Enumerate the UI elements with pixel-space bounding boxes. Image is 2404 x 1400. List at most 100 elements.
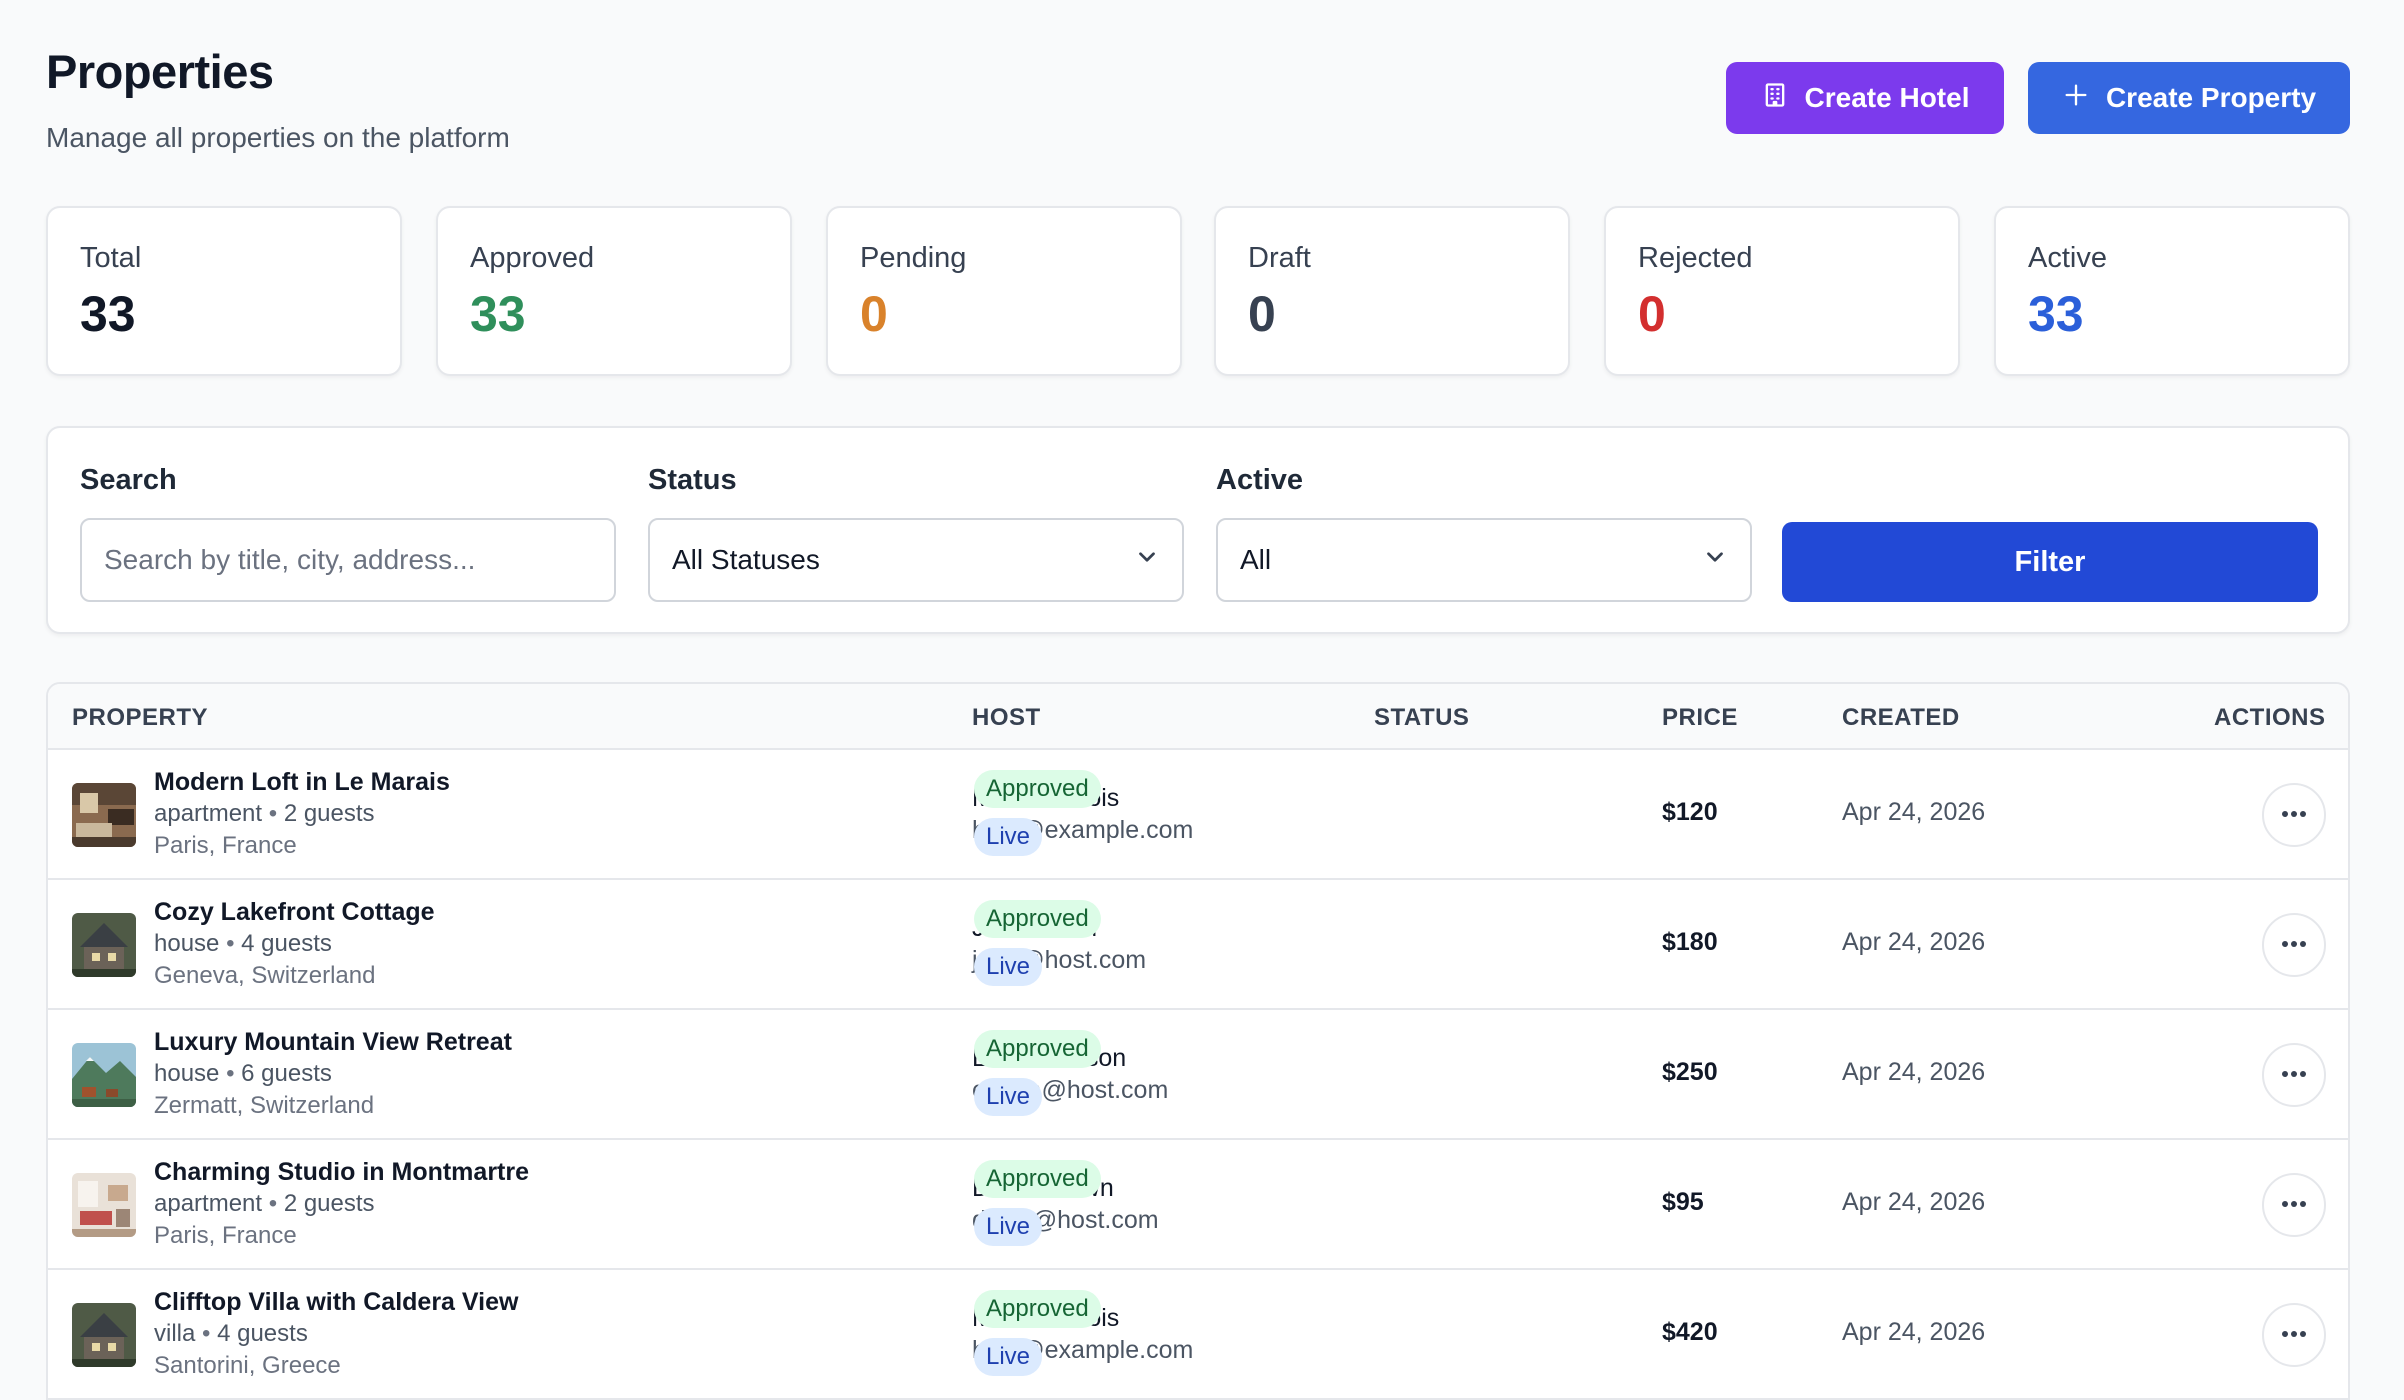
- stat-label: Pending: [860, 242, 967, 274]
- property-guests: 2 guests: [283, 800, 375, 827]
- property-thumbnail: [72, 1303, 136, 1367]
- property-title[interactable]: Cozy Lakefront Cottage: [154, 898, 435, 926]
- table-row[interactable]: Cozy Lakefront Cottage house • 4 guests …: [48, 880, 2348, 1010]
- separator-dot: •: [226, 930, 242, 957]
- live-badge: Live: [974, 1208, 1043, 1246]
- page-subtitle: Manage all properties on the platform: [46, 122, 510, 153]
- stat-value: 0: [860, 286, 888, 342]
- property-price: $95: [1662, 1188, 1704, 1216]
- status-badge: Approved: [974, 1030, 1101, 1068]
- stat-label: Active: [2028, 242, 2107, 274]
- plus-icon: [2062, 81, 2090, 116]
- stat-value: 33: [470, 286, 526, 342]
- page-title: Properties: [46, 45, 274, 98]
- chevron-down-icon: [1702, 544, 1728, 577]
- property-price: $420: [1662, 1318, 1718, 1346]
- row-actions-button[interactable]: [2262, 1303, 2326, 1367]
- status-select[interactable]: All Statuses: [648, 518, 1184, 602]
- property-title[interactable]: Modern Loft in Le Marais: [154, 768, 450, 796]
- property-thumbnail: [72, 913, 136, 977]
- stat-label: Draft: [1248, 242, 1311, 274]
- stat-value: 0: [1248, 286, 1276, 342]
- create-property-label: Create Property: [2105, 82, 2317, 113]
- property-location: Zermatt, Switzerland: [154, 1092, 375, 1119]
- row-actions-button[interactable]: [2262, 783, 2326, 847]
- property-type: apartment: [154, 800, 263, 827]
- stat-card-total: Total 33: [46, 206, 402, 376]
- create-hotel-button[interactable]: Create Hotel: [1726, 62, 2004, 134]
- row-actions-button[interactable]: [2262, 1043, 2326, 1107]
- active-select[interactable]: All: [1216, 518, 1752, 602]
- more-horizontal-icon: [2279, 1066, 2309, 1084]
- search-label: Search: [80, 464, 177, 496]
- table-header: PROPERTY HOST STATUS PRICE CREATED ACTIO…: [48, 684, 2348, 750]
- page-header: Properties Manage all properties on the …: [46, 44, 2350, 164]
- created-date: Apr 24, 2026: [1842, 798, 1986, 826]
- active-select-value: All: [1240, 544, 1272, 575]
- property-price: $120: [1662, 798, 1718, 826]
- status-badge: Approved: [974, 900, 1101, 938]
- live-badge: Live: [974, 948, 1043, 986]
- live-badge: Live: [974, 1338, 1043, 1376]
- stat-label: Rejected: [1638, 242, 1753, 274]
- status-select-value: All Statuses: [672, 544, 820, 575]
- separator-dot: •: [226, 1060, 242, 1087]
- create-hotel-label: Create Hotel: [1804, 82, 1970, 113]
- stat-label: Approved: [470, 242, 595, 274]
- property-location: Paris, France: [154, 1222, 297, 1249]
- more-horizontal-icon: [2279, 1196, 2309, 1214]
- created-date: Apr 24, 2026: [1842, 928, 1986, 956]
- live-badge: Live: [974, 818, 1043, 856]
- filter-panel: Search Status All Statuses Active All Fi…: [46, 426, 2350, 634]
- table-row[interactable]: Luxury Mountain View Retreat house • 6 g…: [48, 1010, 2348, 1140]
- property-guests: 6 guests: [241, 1060, 332, 1087]
- search-input[interactable]: [80, 518, 616, 602]
- table-row[interactable]: Charming Studio in Montmartre apartment …: [48, 1140, 2348, 1270]
- stat-value: 33: [2028, 286, 2084, 342]
- property-type: house: [154, 930, 220, 957]
- row-actions-button[interactable]: [2262, 913, 2326, 977]
- property-thumbnail: [72, 783, 136, 847]
- property-location: Paris, France: [154, 832, 297, 859]
- stat-card-approved: Approved 33: [436, 206, 792, 376]
- filter-button[interactable]: Filter: [1782, 522, 2318, 602]
- property-meta: house • 6 guests: [154, 1060, 332, 1088]
- column-header-price: PRICE: [1662, 704, 1738, 731]
- property-location: Santorini, Greece: [154, 1352, 341, 1379]
- create-property-button[interactable]: Create Property: [2028, 62, 2350, 134]
- property-title[interactable]: Clifftop Villa with Caldera View: [154, 1288, 519, 1316]
- stat-value: 33: [80, 286, 136, 342]
- property-meta: apartment • 2 guests: [154, 1190, 375, 1218]
- row-actions-button[interactable]: [2262, 1173, 2326, 1237]
- stat-card-rejected: Rejected 0: [1604, 206, 1960, 376]
- property-thumbnail: [72, 1043, 136, 1107]
- column-header-actions: ACTIONS: [2214, 704, 2326, 731]
- property-type: villa: [154, 1320, 196, 1347]
- created-date: Apr 24, 2026: [1842, 1188, 1986, 1216]
- more-horizontal-icon: [2279, 936, 2309, 954]
- separator-dot: •: [268, 800, 284, 827]
- property-price: $250: [1662, 1058, 1718, 1086]
- stats-row: Total 33 Approved 33 Pending 0 Draft 0 R…: [46, 206, 2350, 378]
- created-date: Apr 24, 2026: [1842, 1058, 1986, 1086]
- separator-dot: •: [268, 1190, 284, 1217]
- column-header-created: CREATED: [1842, 704, 1960, 731]
- live-badge: Live: [974, 1078, 1043, 1116]
- property-price: $180: [1662, 928, 1718, 956]
- property-title[interactable]: Luxury Mountain View Retreat: [154, 1028, 512, 1056]
- properties-table: PROPERTY HOST STATUS PRICE CREATED ACTIO…: [46, 682, 2350, 1400]
- property-guests: 2 guests: [283, 1190, 375, 1217]
- property-title[interactable]: Charming Studio in Montmartre: [154, 1158, 529, 1186]
- stat-card-pending: Pending 0: [826, 206, 1182, 376]
- table-row[interactable]: Modern Loft in Le Marais apartment • 2 g…: [48, 750, 2348, 880]
- property-meta: apartment • 2 guests: [154, 800, 375, 828]
- column-header-property: PROPERTY: [72, 704, 209, 731]
- building-icon: [1761, 81, 1789, 116]
- stat-card-active: Active 33: [1994, 206, 2350, 376]
- status-label: Status: [648, 464, 737, 496]
- chevron-down-icon: [1134, 544, 1160, 577]
- stat-value: 0: [1638, 286, 1666, 342]
- separator-dot: •: [202, 1320, 218, 1347]
- created-date: Apr 24, 2026: [1842, 1318, 1986, 1346]
- table-row[interactable]: Clifftop Villa with Caldera View villa •…: [48, 1270, 2348, 1400]
